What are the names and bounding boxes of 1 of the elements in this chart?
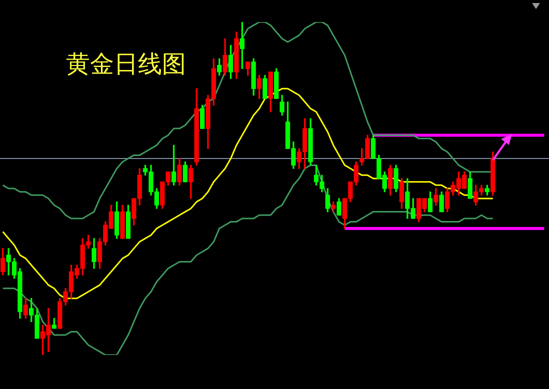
text: 黄金日线图	[66, 50, 186, 78]
